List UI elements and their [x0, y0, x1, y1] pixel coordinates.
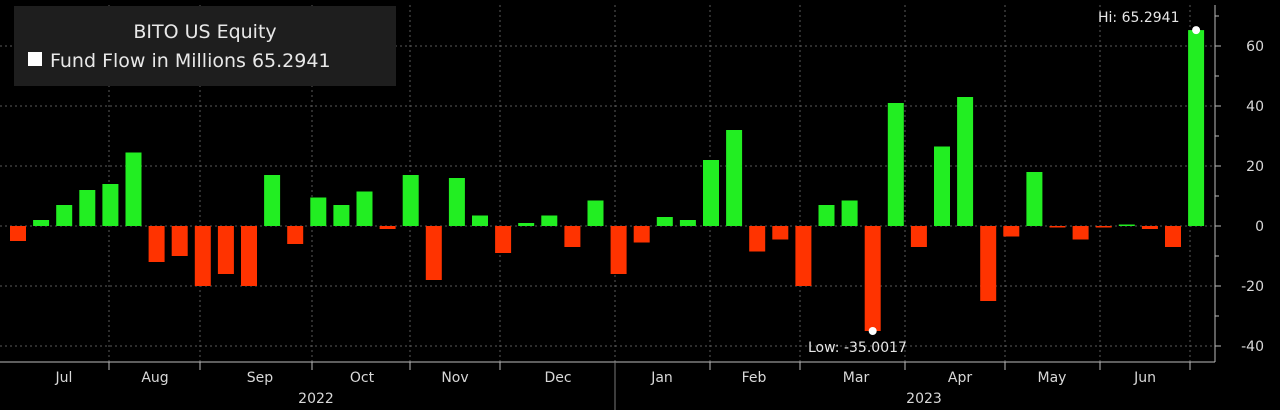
fund-flow-bar: [56, 205, 73, 226]
fund-flow-bar: [934, 146, 950, 226]
fund-flow-bar: [864, 226, 881, 331]
fund-flow-bar: [448, 178, 465, 226]
x-month-label: May: [1038, 370, 1067, 386]
fund-flow-bar: [1141, 226, 1158, 229]
x-month-label: Feb: [742, 370, 767, 386]
x-month-label: Mar: [843, 370, 870, 386]
fund-flow-bar: [287, 226, 304, 244]
legend-series-label: Fund Flow in Millions 65.2941: [50, 50, 331, 72]
fund-flow-bar: [1072, 226, 1089, 240]
fund-flow-bar: [241, 226, 257, 286]
fund-flow-bar: [795, 226, 812, 286]
fund-flow-bar: [818, 205, 835, 226]
fund-flow-bar: [148, 226, 165, 262]
y-tick-label: 40: [1246, 99, 1264, 115]
x-tick-labels: Jul Aug Sep Oct Nov Dec Jan Feb Mar Apr May Jun 2022…: [55, 370, 1156, 407]
fund-flow-bar: [703, 160, 719, 226]
fund-flow-bar: [679, 220, 696, 226]
axes: [0, 5, 1216, 410]
fund-flow-bar: [1026, 172, 1043, 226]
x-month-label: Apr: [948, 370, 972, 386]
fund-flow-bar: [633, 226, 650, 243]
x-month-label: Jan: [650, 370, 673, 386]
fund-flow-bar: [1095, 226, 1112, 228]
fund-flow-bar: [472, 215, 488, 226]
fund-flow-bar: [518, 223, 535, 226]
fund-flow-bar: [772, 226, 789, 240]
fund-flow-bar: [610, 226, 627, 274]
fund-flow-bar: [1165, 226, 1181, 247]
fund-flow-bar: [10, 226, 26, 241]
high-marker: [1192, 26, 1201, 35]
fund-flow-bar: [33, 220, 50, 226]
x-month-label: Jun: [1133, 370, 1156, 386]
fund-flow-bar: [495, 226, 512, 253]
high-annotation: Hi: 65.2941: [1098, 10, 1201, 35]
fund-flow-bar: [1049, 226, 1066, 228]
high-label: Hi: 65.2941: [1098, 10, 1179, 26]
fund-flow-bar: [726, 130, 743, 226]
fund-flow-bar: [310, 197, 327, 226]
fund-flow-bar: [910, 226, 927, 247]
fund-flow-bar: [425, 226, 442, 280]
x-month-label: Dec: [544, 370, 571, 386]
fund-flow-bar: [841, 200, 858, 226]
fund-flow-bar: [356, 191, 373, 226]
fund-flow-bar: [171, 226, 188, 256]
fund-flow-bar: [264, 175, 281, 226]
x-year-label: 2023: [906, 391, 942, 407]
fund-flow-bar: [1118, 224, 1135, 226]
y-tick-label: -20: [1241, 279, 1264, 295]
y-tick-label: 20: [1246, 159, 1264, 175]
y-tick-label: 60: [1246, 39, 1264, 55]
low-annotation: Low: -35.0017: [808, 327, 907, 356]
legend-swatch: [28, 52, 42, 66]
fund-flow-bar: [333, 205, 350, 226]
fund-flow-bar: [379, 226, 396, 229]
fund-flow-bar: [102, 184, 119, 226]
x-month-label: Oct: [350, 370, 375, 386]
x-month-label: Jul: [55, 370, 73, 386]
x-month-label: Aug: [141, 370, 168, 386]
fund-flow-bar: [79, 190, 96, 226]
fund-flow-bar: [1003, 226, 1020, 237]
y-tick-label: -40: [1241, 339, 1264, 355]
fund-flow-bar: [656, 217, 673, 226]
low-marker: [868, 327, 877, 336]
x-month-label: Sep: [247, 370, 274, 386]
low-label: Low: -35.0017: [808, 340, 907, 356]
fund-flow-bar: [217, 226, 234, 274]
fund-flow-bar: [564, 226, 581, 247]
fund-flow-bar: [587, 200, 604, 226]
fund-flow-bar: [749, 226, 766, 252]
grid-lines: [0, 5, 1215, 370]
fund-flow-bar: [887, 103, 904, 226]
bar-series: [10, 30, 1205, 331]
y-tick-labels: 60 40 20 0 -20 -40: [1215, 15, 1264, 355]
legend: BITO US Equity Fund Flow in Millions 65.…: [14, 6, 396, 86]
x-month-label: Nov: [441, 370, 468, 386]
fund-flow-bar: [125, 152, 142, 226]
fund-flow-bar: [1188, 30, 1205, 226]
legend-title: BITO US Equity: [133, 21, 276, 43]
fund-flow-bar: [402, 175, 419, 226]
y-tick-label: 0: [1255, 219, 1264, 235]
x-year-label: 2022: [298, 391, 334, 407]
fund-flow-bar: [957, 97, 974, 226]
legend-background: [14, 6, 396, 86]
fund-flow-bar: [194, 226, 211, 286]
fund-flow-bar: [541, 215, 558, 226]
fund-flow-bar: [980, 226, 997, 301]
